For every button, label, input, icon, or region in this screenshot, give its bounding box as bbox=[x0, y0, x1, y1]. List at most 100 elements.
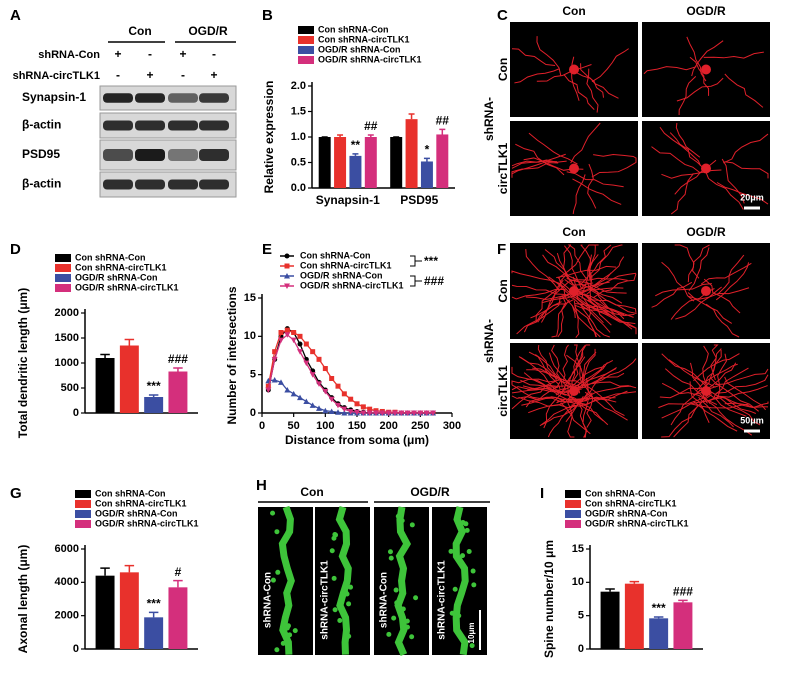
neurite bbox=[659, 126, 701, 166]
neurite bbox=[566, 171, 624, 188]
significance-label: ## bbox=[364, 119, 378, 133]
neurite bbox=[567, 244, 587, 279]
neurite bbox=[514, 68, 560, 84]
data-point bbox=[290, 337, 297, 344]
neurite bbox=[670, 173, 694, 215]
data-point bbox=[335, 402, 341, 409]
condition-sign: + bbox=[179, 47, 186, 61]
data-point bbox=[417, 410, 424, 416]
error-bar bbox=[100, 353, 110, 358]
neurite bbox=[678, 75, 697, 116]
neurite bbox=[687, 244, 710, 283]
neurite bbox=[566, 354, 594, 398]
error-bar bbox=[124, 564, 135, 573]
data-point bbox=[303, 398, 310, 404]
data-point bbox=[284, 327, 290, 333]
neurite bbox=[717, 353, 728, 398]
spine bbox=[275, 569, 281, 575]
error-bar bbox=[100, 567, 110, 576]
neurite bbox=[688, 287, 750, 300]
spine bbox=[469, 643, 475, 649]
spine bbox=[456, 613, 462, 619]
data-point bbox=[309, 402, 316, 408]
spine bbox=[404, 624, 410, 630]
condition-sign: - bbox=[212, 47, 216, 61]
neurite bbox=[724, 73, 764, 108]
bar bbox=[420, 161, 433, 188]
spine bbox=[471, 582, 477, 588]
legend-label: OGD/R shRNA-circTLK1 bbox=[585, 518, 689, 528]
neurite bbox=[689, 56, 710, 96]
condition-label: shRNA-circTLK1 bbox=[13, 70, 100, 82]
neurite bbox=[571, 304, 601, 338]
neurite bbox=[676, 77, 724, 102]
x-tick-label: Synapsin-1 bbox=[316, 193, 380, 207]
neurite bbox=[668, 359, 716, 388]
error-bar bbox=[337, 134, 344, 137]
data-point bbox=[297, 333, 303, 339]
y-tick-label: 1000 bbox=[55, 357, 79, 369]
y-tick-label: 10 bbox=[244, 330, 256, 342]
error-bar bbox=[605, 588, 615, 592]
legend-swatch bbox=[565, 490, 581, 498]
error-bar bbox=[439, 128, 446, 135]
data-point bbox=[297, 341, 303, 347]
significance-label: *** bbox=[147, 597, 161, 611]
spine bbox=[449, 610, 455, 616]
group-label: OGD/R bbox=[188, 24, 228, 38]
neurite bbox=[511, 384, 563, 403]
row-label: Con bbox=[496, 279, 510, 302]
data-point bbox=[347, 408, 354, 415]
spine bbox=[470, 568, 476, 574]
neurite bbox=[581, 348, 596, 389]
significance-label: * bbox=[425, 143, 430, 157]
legend-swatch bbox=[75, 500, 91, 508]
neurite bbox=[704, 348, 722, 385]
neurite bbox=[551, 299, 570, 338]
bar bbox=[600, 591, 620, 649]
panel-letter: E bbox=[262, 241, 272, 258]
data-point bbox=[265, 383, 271, 389]
panel-letter: I bbox=[540, 485, 544, 502]
neurite bbox=[547, 404, 575, 438]
neurite bbox=[536, 64, 592, 82]
data-point bbox=[329, 376, 335, 381]
data-point bbox=[341, 406, 348, 413]
soma bbox=[569, 386, 579, 396]
neurite bbox=[723, 133, 769, 164]
error-bar bbox=[173, 367, 183, 372]
error-bar bbox=[408, 113, 415, 120]
spine bbox=[281, 621, 287, 627]
bar bbox=[95, 575, 115, 649]
neurite bbox=[661, 261, 695, 302]
legend-swatch bbox=[55, 274, 71, 282]
group-label: Con bbox=[128, 24, 151, 38]
data-point bbox=[271, 377, 278, 383]
spine bbox=[284, 625, 290, 631]
y-tick-label: 15 bbox=[244, 292, 256, 304]
x-tick-label: 150 bbox=[348, 420, 366, 432]
dendrite bbox=[452, 506, 469, 656]
spine bbox=[329, 548, 335, 554]
blot-band bbox=[199, 120, 229, 131]
x-tick-label: 0 bbox=[259, 420, 265, 432]
scale-bar-label: 20μm bbox=[740, 192, 764, 202]
legend-swatch bbox=[565, 520, 581, 528]
legend-swatch bbox=[298, 36, 314, 44]
significance-label: *** bbox=[424, 254, 438, 268]
spine bbox=[404, 618, 410, 624]
neurite bbox=[511, 161, 557, 177]
neurite bbox=[591, 159, 637, 178]
neurite bbox=[572, 174, 586, 215]
y-tick-label: 0 bbox=[73, 407, 79, 419]
neurite bbox=[580, 381, 637, 389]
x-tick-label: 250 bbox=[411, 420, 429, 432]
neurite bbox=[580, 63, 605, 98]
data-point bbox=[423, 410, 430, 416]
neurite bbox=[570, 122, 601, 164]
y-tick-label: 0 bbox=[578, 643, 584, 655]
neurite bbox=[702, 345, 709, 392]
panel-letter: C bbox=[497, 7, 508, 24]
blot-band bbox=[135, 93, 165, 103]
condition-sign: + bbox=[146, 68, 153, 82]
